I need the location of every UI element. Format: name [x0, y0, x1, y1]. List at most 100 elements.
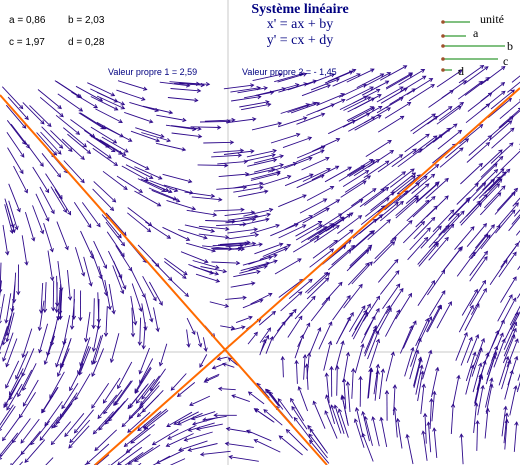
field-arrow-head [151, 441, 157, 446]
field-arrow [491, 333, 504, 362]
field-arrow-head [512, 327, 517, 333]
field-arrow [189, 395, 211, 406]
field-arrow-head [269, 336, 274, 341]
field-arrow [204, 119, 235, 122]
field-arrow [493, 339, 506, 368]
field-arrow-head [327, 340, 333, 346]
field-arrow [24, 439, 46, 463]
field-arrow [460, 202, 482, 226]
field-arrow [220, 325, 235, 329]
field-arrow [342, 352, 349, 383]
field-arrow [347, 107, 375, 123]
field-arrow [191, 411, 216, 420]
field-arrow [250, 293, 272, 305]
field-arrow-head [49, 341, 55, 347]
field-arrow-head [375, 88, 381, 93]
field-arrow-head [294, 359, 299, 365]
field-arrow [113, 380, 132, 406]
field-arrow [416, 181, 440, 203]
field-arrow [224, 211, 255, 217]
field-arrow-head [91, 404, 96, 409]
field-arrow-head [58, 144, 64, 149]
field-arrow [385, 72, 413, 89]
field-arrow-head [155, 138, 161, 143]
field-arrow-head [45, 188, 50, 194]
field-arrow-head [318, 224, 323, 229]
field-arrow [477, 385, 484, 416]
field-arrow [141, 132, 171, 142]
field-arrow [460, 337, 473, 366]
field-arrow [8, 183, 21, 212]
field-arrow [102, 170, 128, 190]
field-arrow [432, 209, 455, 233]
field-arrow-head [178, 447, 183, 452]
field-arrow [96, 95, 125, 110]
field-arrow-head [477, 202, 482, 208]
field-arrow-head [265, 334, 270, 340]
field-arrow [454, 226, 475, 250]
field-arrow-head [399, 200, 404, 206]
field-arrow [331, 245, 355, 266]
field-arrow-head [278, 435, 284, 440]
field-arrow [424, 413, 427, 444]
field-arrow-head [363, 415, 368, 421]
field-arrow-head [62, 340, 67, 346]
field-arrow [167, 425, 196, 440]
field-arrow-head [127, 404, 132, 410]
field-arrow-head [144, 177, 149, 181]
field-arrow-head [246, 240, 251, 245]
field-arrow [74, 409, 94, 434]
field-arrow-head [438, 304, 442, 310]
field-arrow [502, 334, 515, 364]
field-arrow-head [457, 129, 463, 134]
field-arrow [163, 184, 193, 194]
field-arrow-head [445, 224, 450, 230]
field-arrow [478, 176, 501, 199]
field-arrow [197, 164, 228, 166]
field-arrow [351, 368, 354, 399]
field-arrow [96, 121, 124, 138]
field-arrow [2, 315, 12, 345]
field-arrow [205, 220, 236, 222]
field-arrow-head [122, 285, 127, 290]
field-arrow [152, 428, 179, 446]
field-arrow-head [43, 360, 48, 366]
field-arrow-head [269, 90, 275, 95]
field-arrow [396, 174, 421, 195]
field-arrow [44, 401, 63, 427]
field-arrow-head [120, 289, 125, 295]
field-arrow [169, 458, 186, 465]
field-arrow [318, 321, 333, 350]
field-arrow-head [484, 233, 489, 238]
field-arrow [57, 261, 63, 291]
field-arrow-head [272, 158, 278, 163]
field-arrow [343, 378, 347, 409]
field-arrow-head [308, 156, 313, 161]
field-arrow-head [384, 80, 390, 85]
field-arrow-head [216, 356, 222, 361]
field-arrow-head [187, 447, 192, 452]
field-arrow [433, 224, 455, 248]
field-arrow-head [512, 276, 517, 281]
field-arrow [243, 208, 273, 217]
field-arrow-head [240, 207, 245, 212]
field-arrow [129, 383, 149, 408]
field-arrow-head [243, 159, 249, 164]
field-arrow-head [56, 173, 62, 178]
field-arrow-head [102, 399, 107, 404]
field-arrow-head [224, 163, 229, 168]
field-arrow [227, 228, 258, 234]
field-arrow [124, 111, 153, 123]
field-arrow [391, 172, 416, 192]
field-arrow-head [312, 101, 317, 106]
field-arrow [63, 127, 87, 148]
field-arrow-head [431, 195, 436, 201]
field-arrow-head [42, 308, 48, 314]
field-arrow-head [107, 417, 113, 422]
field-arrow [415, 318, 429, 347]
field-arrow [41, 386, 59, 413]
field-arrow [409, 350, 419, 380]
field-arrow [338, 165, 365, 182]
field-arrow [459, 124, 483, 145]
field-arrow-head [109, 206, 115, 212]
